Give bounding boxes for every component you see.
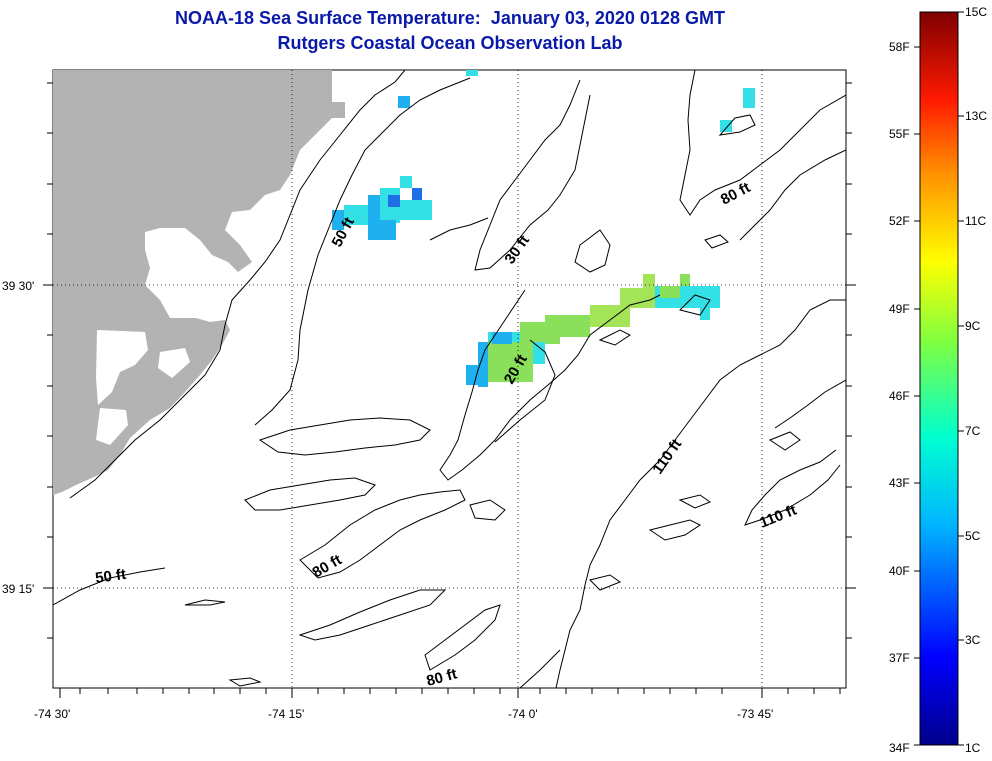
colorbar-f-label-58: 58F <box>889 40 910 54</box>
map-title: NOAA-18 Sea Surface Temperature: January… <box>175 8 725 28</box>
land-mass <box>53 70 345 495</box>
colorbar-f-label-40: 40F <box>889 564 910 578</box>
contour-label-80ft-bottom: 80 ft <box>425 665 459 689</box>
colorbar-c-label-7: 7C <box>965 424 981 438</box>
x-tick-label-1: -74 30' <box>34 707 70 721</box>
x-tick-label-4: -73 45' <box>737 707 773 721</box>
sst-cluster-north <box>332 70 478 240</box>
colorbar-f-label-34: 34F <box>889 741 910 755</box>
bay-area-2 <box>96 408 128 445</box>
colorbar <box>919 11 959 746</box>
contour-label-50ft-south: 50 ft <box>94 566 127 587</box>
colorbar-f-label-49: 49F <box>889 302 910 316</box>
bay-area <box>96 330 148 405</box>
axis-ticks <box>43 82 856 698</box>
map-subtitle: Rutgers Coastal Ocean Observation Lab <box>277 33 623 53</box>
y-tick-label-2: 39 15' <box>2 582 34 596</box>
sst-cluster-central <box>466 274 720 387</box>
y-tick-label-1: 39 30' <box>2 279 34 293</box>
bathymetry-contours <box>53 70 846 688</box>
colorbar-c-label-13: 13C <box>965 109 987 123</box>
x-tick-label-3: -74 0' <box>508 707 538 721</box>
colorbar-c-label-11: 11C <box>965 214 986 228</box>
colorbar-ticks <box>914 11 964 746</box>
bay-area-3 <box>158 348 190 378</box>
colorbar-c-label-9: 9C <box>965 319 981 333</box>
colorbar-c-label-15: 15C <box>965 5 987 19</box>
colorbar-f-label-55: 55F <box>889 127 910 141</box>
sst-cluster-east <box>720 88 755 132</box>
colorbar-f-label-43: 43F <box>889 476 910 490</box>
colorbar-f-label-37: 37F <box>889 651 910 665</box>
x-tick-label-2: -74 15' <box>268 707 304 721</box>
grid-lines <box>53 70 846 688</box>
colorbar-c-label-5: 5C <box>965 529 981 543</box>
colorbar-c-label-3: 3C <box>965 633 981 647</box>
colorbar-c-label-1: 1C <box>965 741 981 755</box>
colorbar-f-label-52: 52F <box>889 214 910 228</box>
colorbar-f-label-46: 46F <box>889 389 910 403</box>
